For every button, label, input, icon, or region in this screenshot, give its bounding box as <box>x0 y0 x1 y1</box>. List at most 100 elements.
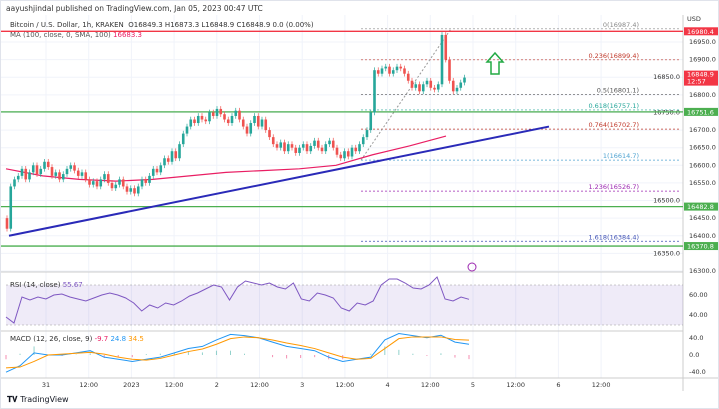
candle-body <box>170 151 174 162</box>
y-tick-label: 16300.0 <box>689 267 716 275</box>
x-tick-label: 4 <box>386 381 390 389</box>
axis-currency: USD <box>687 15 701 23</box>
candle-body <box>365 130 369 138</box>
fib-label: 0.764(16702.7) <box>588 121 639 129</box>
y-tick-label: 16550.0 <box>689 179 716 187</box>
ma-label: MA (100, close, 0, SMA, 100) <box>10 31 111 39</box>
candle-body <box>219 108 223 115</box>
candle-body <box>9 186 13 229</box>
candle-body <box>448 59 451 81</box>
ohlc-values: O16849.3 H16873.3 L16848.9 C16848.9 0.0 … <box>128 21 314 29</box>
candle-body <box>223 114 226 120</box>
candle-body <box>414 84 418 88</box>
candle-body <box>245 126 249 134</box>
candle-body <box>320 147 324 152</box>
candle-body <box>99 179 103 187</box>
symbol-title: Bitcoin / U.S. Dollar, 1h, KRAKEN O16849… <box>10 21 314 29</box>
candle-body <box>114 184 118 189</box>
candle-body <box>249 123 253 134</box>
candle-body <box>256 115 260 127</box>
countdown-label: 12:57 <box>687 78 706 86</box>
candle-body <box>54 172 58 176</box>
x-tick-label: 12:00 <box>165 381 184 389</box>
candle-body <box>189 119 193 127</box>
candle-body <box>65 168 69 175</box>
fib-label: 0(16987.4) <box>603 21 639 29</box>
candle-body <box>395 66 399 71</box>
candle-body <box>361 137 365 145</box>
x-tick-label: 12:00 <box>336 381 355 389</box>
candle-body <box>440 34 444 85</box>
level-price-tag <box>684 242 718 251</box>
candle-body <box>136 186 140 194</box>
candle-body <box>13 179 16 187</box>
fib-diagonal <box>360 28 452 161</box>
candle-body <box>316 140 320 148</box>
y-tick-label: 16950.0 <box>689 38 716 46</box>
candle-body <box>208 112 211 122</box>
candle-body <box>140 179 144 187</box>
x-tick-label: 2 <box>215 381 219 389</box>
candle-body <box>418 84 421 92</box>
candle-body <box>309 145 313 152</box>
candle-body <box>133 188 136 194</box>
fib-label: 0.236(16899.4) <box>588 52 639 60</box>
candle-body <box>46 161 50 168</box>
y-tick-label: 16350.0 <box>653 249 680 257</box>
candle-body <box>148 175 151 183</box>
level-price-tag <box>684 107 718 116</box>
candle-body <box>369 112 373 131</box>
x-tick-label: 12:00 <box>421 381 440 389</box>
symbol-name: Bitcoin / U.S. Dollar, 1h, KRAKEN <box>10 21 124 29</box>
candle-body <box>185 126 189 134</box>
fib-label: 1.236(16526.7) <box>588 183 639 191</box>
candle-body <box>181 133 185 145</box>
candle-body <box>260 119 264 127</box>
fib-label: 0.5(16801.1) <box>597 86 639 94</box>
level-price-label: 16482.8 <box>687 203 714 211</box>
candle-body <box>16 175 20 180</box>
candle-body <box>215 108 219 116</box>
y-tick-label: 16400.0 <box>689 232 716 240</box>
candle-body <box>279 142 283 148</box>
tradingview-logo[interactable]: 𝐓𝐕 TradingView <box>7 395 69 405</box>
candle-body <box>455 87 459 92</box>
candle-body <box>39 168 43 175</box>
candle-body <box>121 179 125 187</box>
candle-body <box>354 147 358 152</box>
candle-body <box>31 165 35 173</box>
rsi-line <box>5 276 470 324</box>
candle-body <box>305 144 309 152</box>
candle-body <box>159 165 163 173</box>
candle-body <box>384 66 388 69</box>
candle-body <box>313 140 316 146</box>
candle-body <box>106 174 110 183</box>
up-arrow-icon <box>485 51 505 75</box>
tv-logo-icon: 𝐓𝐕 <box>7 395 18 404</box>
y-tick-label: 16600.0 <box>689 161 716 169</box>
candle-body <box>410 80 414 88</box>
level-price-tag <box>684 27 718 36</box>
signal-value: 34.5 <box>128 335 144 343</box>
y-tick-label: 16850.0 <box>653 73 680 81</box>
candle-body <box>324 144 328 152</box>
candle-body <box>373 70 376 113</box>
rsi-band <box>6 285 683 325</box>
candle-body <box>290 144 294 148</box>
candle-body <box>463 77 466 83</box>
rsi-legend: RSI (14, close) 55.67 <box>10 281 83 289</box>
candle-body <box>286 144 290 152</box>
candle-body <box>421 84 425 92</box>
candle-body <box>211 112 215 116</box>
macd-value: 24.8 <box>110 335 127 343</box>
candle-body <box>459 82 463 88</box>
candle-body <box>444 34 448 60</box>
x-tick-label: 12:00 <box>250 381 269 389</box>
x-tick-label: 3 <box>300 381 304 389</box>
fib-label: 0.618(16757.1) <box>588 102 639 110</box>
candle-body <box>230 115 234 124</box>
y-tick-label: 16450.0 <box>689 214 716 222</box>
y-tick-label: 16650.0 <box>689 144 716 152</box>
candle-body <box>403 68 406 74</box>
